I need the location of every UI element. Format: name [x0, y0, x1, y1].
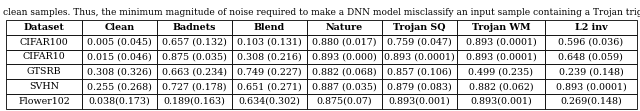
Text: GTSRB: GTSRB	[27, 67, 61, 76]
Text: 0.015 (0.046): 0.015 (0.046)	[87, 53, 152, 61]
Bar	[157, 35, 232, 50]
Text: 0.893(0.001): 0.893(0.001)	[388, 97, 450, 106]
Bar	[307, 20, 382, 35]
Bar	[457, 94, 545, 109]
Text: 0.879 (0.083): 0.879 (0.083)	[387, 82, 452, 91]
Bar	[545, 94, 637, 109]
Text: 0.727 (0.178): 0.727 (0.178)	[162, 82, 227, 91]
Bar	[457, 50, 545, 64]
Text: 0.880 (0.017): 0.880 (0.017)	[312, 38, 376, 47]
Text: 0.857 (0.106): 0.857 (0.106)	[387, 67, 452, 76]
Bar	[82, 64, 157, 79]
Bar	[382, 64, 457, 79]
Text: 0.103 (0.131): 0.103 (0.131)	[237, 38, 302, 47]
Text: 0.893 (0.0001): 0.893 (0.0001)	[384, 53, 454, 61]
Text: Flower102: Flower102	[19, 97, 70, 106]
Text: 0.239 (0.148): 0.239 (0.148)	[559, 67, 623, 76]
Text: 0.882 (0.068): 0.882 (0.068)	[312, 67, 377, 76]
Text: 0.893(0.001): 0.893(0.001)	[470, 97, 532, 106]
Bar	[457, 79, 545, 94]
Bar	[232, 94, 307, 109]
Text: 0.882 (0.062): 0.882 (0.062)	[468, 82, 533, 91]
Text: 0.255 (0.268): 0.255 (0.268)	[87, 82, 152, 91]
Bar	[382, 50, 457, 64]
Bar	[157, 50, 232, 64]
Bar	[82, 20, 157, 35]
Bar	[6, 50, 82, 64]
Text: 0.663 (0.234): 0.663 (0.234)	[162, 67, 227, 76]
Text: Dataset: Dataset	[24, 23, 65, 32]
Text: 0.634(0.302): 0.634(0.302)	[239, 97, 300, 106]
Text: SVHN: SVHN	[29, 82, 60, 91]
Bar	[82, 50, 157, 64]
Bar	[307, 94, 382, 109]
Text: 0.749 (0.227): 0.749 (0.227)	[237, 67, 301, 76]
Text: L2 inv: L2 inv	[575, 23, 607, 32]
Text: 0.596 (0.036): 0.596 (0.036)	[558, 38, 623, 47]
Text: 0.189(0.163): 0.189(0.163)	[164, 97, 225, 106]
Bar	[382, 79, 457, 94]
Bar	[545, 64, 637, 79]
Bar	[545, 50, 637, 64]
Text: 0.893 (0.0001): 0.893 (0.0001)	[556, 82, 627, 91]
Bar	[545, 79, 637, 94]
Text: Nature: Nature	[326, 23, 363, 32]
Bar	[6, 64, 82, 79]
Bar	[232, 20, 307, 35]
Bar	[232, 50, 307, 64]
Bar	[382, 20, 457, 35]
Bar	[157, 94, 232, 109]
Bar	[545, 35, 637, 50]
Text: Trojan WM: Trojan WM	[472, 23, 530, 32]
Text: Badnets: Badnets	[173, 23, 216, 32]
Bar	[457, 35, 545, 50]
Text: Trojan SQ: Trojan SQ	[393, 23, 445, 32]
Bar	[157, 64, 232, 79]
Bar	[307, 35, 382, 50]
Text: 0.887 (0.035): 0.887 (0.035)	[312, 82, 377, 91]
Text: 0.893 (0.000): 0.893 (0.000)	[312, 53, 377, 61]
Bar	[382, 35, 457, 50]
Text: 0.499 (0.235): 0.499 (0.235)	[468, 67, 533, 76]
Bar	[6, 94, 82, 109]
Bar	[457, 20, 545, 35]
Text: 0.038(0.173): 0.038(0.173)	[89, 97, 150, 106]
Bar	[457, 64, 545, 79]
Bar	[6, 20, 82, 35]
Text: 0.875 (0.035): 0.875 (0.035)	[162, 53, 227, 61]
Bar	[307, 64, 382, 79]
Bar	[232, 79, 307, 94]
Text: clean samples. Thus, the minimum magnitude of noise required to make a DNN model: clean samples. Thus, the minimum magnitu…	[3, 8, 640, 17]
Bar	[82, 35, 157, 50]
Text: 0.269(0.148): 0.269(0.148)	[560, 97, 622, 106]
Text: 0.308 (0.216): 0.308 (0.216)	[237, 53, 302, 61]
Text: 0.657 (0.132): 0.657 (0.132)	[162, 38, 227, 47]
Text: 0.651 (0.271): 0.651 (0.271)	[237, 82, 302, 91]
Text: 0.893 (0.0001): 0.893 (0.0001)	[465, 53, 536, 61]
Bar	[82, 94, 157, 109]
Bar	[307, 50, 382, 64]
Text: CIFAR100: CIFAR100	[20, 38, 68, 47]
Bar	[545, 20, 637, 35]
Text: 0.005 (0.045): 0.005 (0.045)	[87, 38, 152, 47]
Text: 0.893 (0.0001): 0.893 (0.0001)	[465, 38, 536, 47]
Bar	[157, 20, 232, 35]
Bar	[6, 35, 82, 50]
Text: CIFAR10: CIFAR10	[23, 53, 65, 61]
Bar	[82, 79, 157, 94]
Text: 0.648 (0.059): 0.648 (0.059)	[559, 53, 623, 61]
Bar	[232, 64, 307, 79]
Bar	[232, 35, 307, 50]
Bar	[6, 79, 82, 94]
Text: 0.875(0.07): 0.875(0.07)	[317, 97, 372, 106]
Text: Blend: Blend	[254, 23, 285, 32]
Text: 0.308 (0.326): 0.308 (0.326)	[87, 67, 152, 76]
Text: Clean: Clean	[104, 23, 134, 32]
Text: 0.759 (0.047): 0.759 (0.047)	[387, 38, 452, 47]
Bar	[157, 79, 232, 94]
Bar	[307, 79, 382, 94]
Bar	[382, 94, 457, 109]
